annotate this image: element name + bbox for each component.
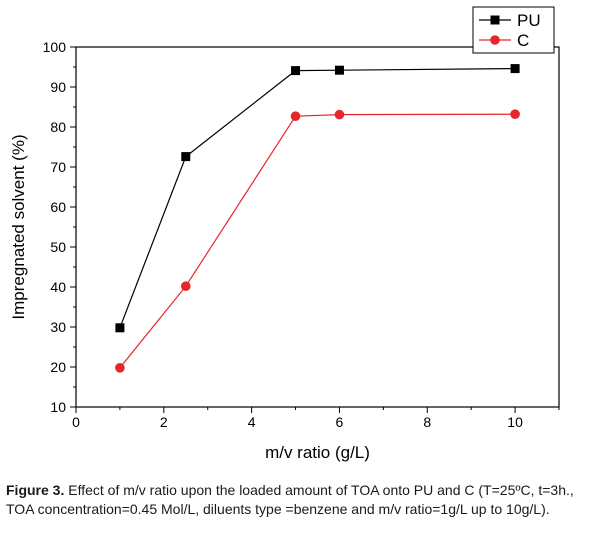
data-point-c — [290, 111, 301, 121]
y-tick-label: 70 — [50, 159, 66, 175]
y-tick-label: 80 — [50, 119, 66, 135]
x-tick-label: 2 — [160, 414, 168, 430]
figure-caption-label: Figure 3. — [6, 482, 65, 498]
series-layer — [115, 64, 520, 373]
data-point-pu — [334, 65, 344, 75]
figure-caption: Figure 3. Effect of m/v ratio upon the l… — [6, 481, 578, 519]
legend: PUC — [472, 6, 555, 54]
y-tick-label: 30 — [50, 319, 66, 335]
y-axis-label: Impregnated solvent (%) — [9, 134, 28, 319]
x-tick-label: 10 — [507, 414, 523, 430]
data-point-c — [180, 281, 191, 292]
legend-label: PU — [517, 11, 541, 30]
series-line-pu — [119, 68, 516, 329]
y-tick-label: 40 — [50, 279, 66, 295]
x-axis: 0 2 4 6 8 10 — [72, 407, 560, 430]
y-tick-label: 50 — [50, 239, 66, 255]
legend-box — [472, 6, 555, 54]
x-tick-label: 6 — [336, 414, 344, 430]
x-tick-label: 4 — [248, 414, 256, 430]
legend-item-pu: PU — [479, 11, 541, 30]
plot-frame — [75, 46, 560, 408]
x-tick-label: 8 — [423, 414, 431, 430]
data-point-pu — [115, 323, 125, 333]
y-tick-label: 20 — [50, 359, 66, 375]
legend-marker — [490, 15, 500, 25]
y-tick-label: 90 — [50, 79, 66, 95]
line-chart: 0 2 4 6 8 10 10 20 30 40 50 60 70 80 90 100 m/v ratio … — [9, 6, 560, 462]
legend-item-c: C — [479, 31, 529, 50]
series-line-c — [119, 113, 516, 369]
y-axis: 10 20 30 40 50 60 70 80 90 100 — [43, 39, 76, 415]
y-tick-label: 100 — [43, 39, 67, 55]
series-c — [115, 109, 520, 373]
legend-marker — [490, 35, 500, 45]
y-tick-label: 10 — [50, 399, 66, 415]
x-tick-label: 0 — [72, 414, 80, 430]
y-tick-label: 60 — [50, 199, 66, 215]
data-point-c — [115, 363, 125, 373]
figure-caption-text: Effect of m/v ratio upon the loaded amou… — [6, 482, 574, 517]
plot-area — [75, 46, 560, 408]
data-point-pu — [291, 66, 301, 76]
legend-label: C — [517, 31, 529, 50]
data-point-c — [334, 109, 345, 120]
data-point-pu — [510, 64, 520, 74]
x-axis-label: m/v ratio (g/L) — [265, 443, 370, 462]
data-point-pu — [181, 152, 191, 162]
series-pu — [115, 64, 520, 333]
data-point-c — [510, 109, 520, 119]
